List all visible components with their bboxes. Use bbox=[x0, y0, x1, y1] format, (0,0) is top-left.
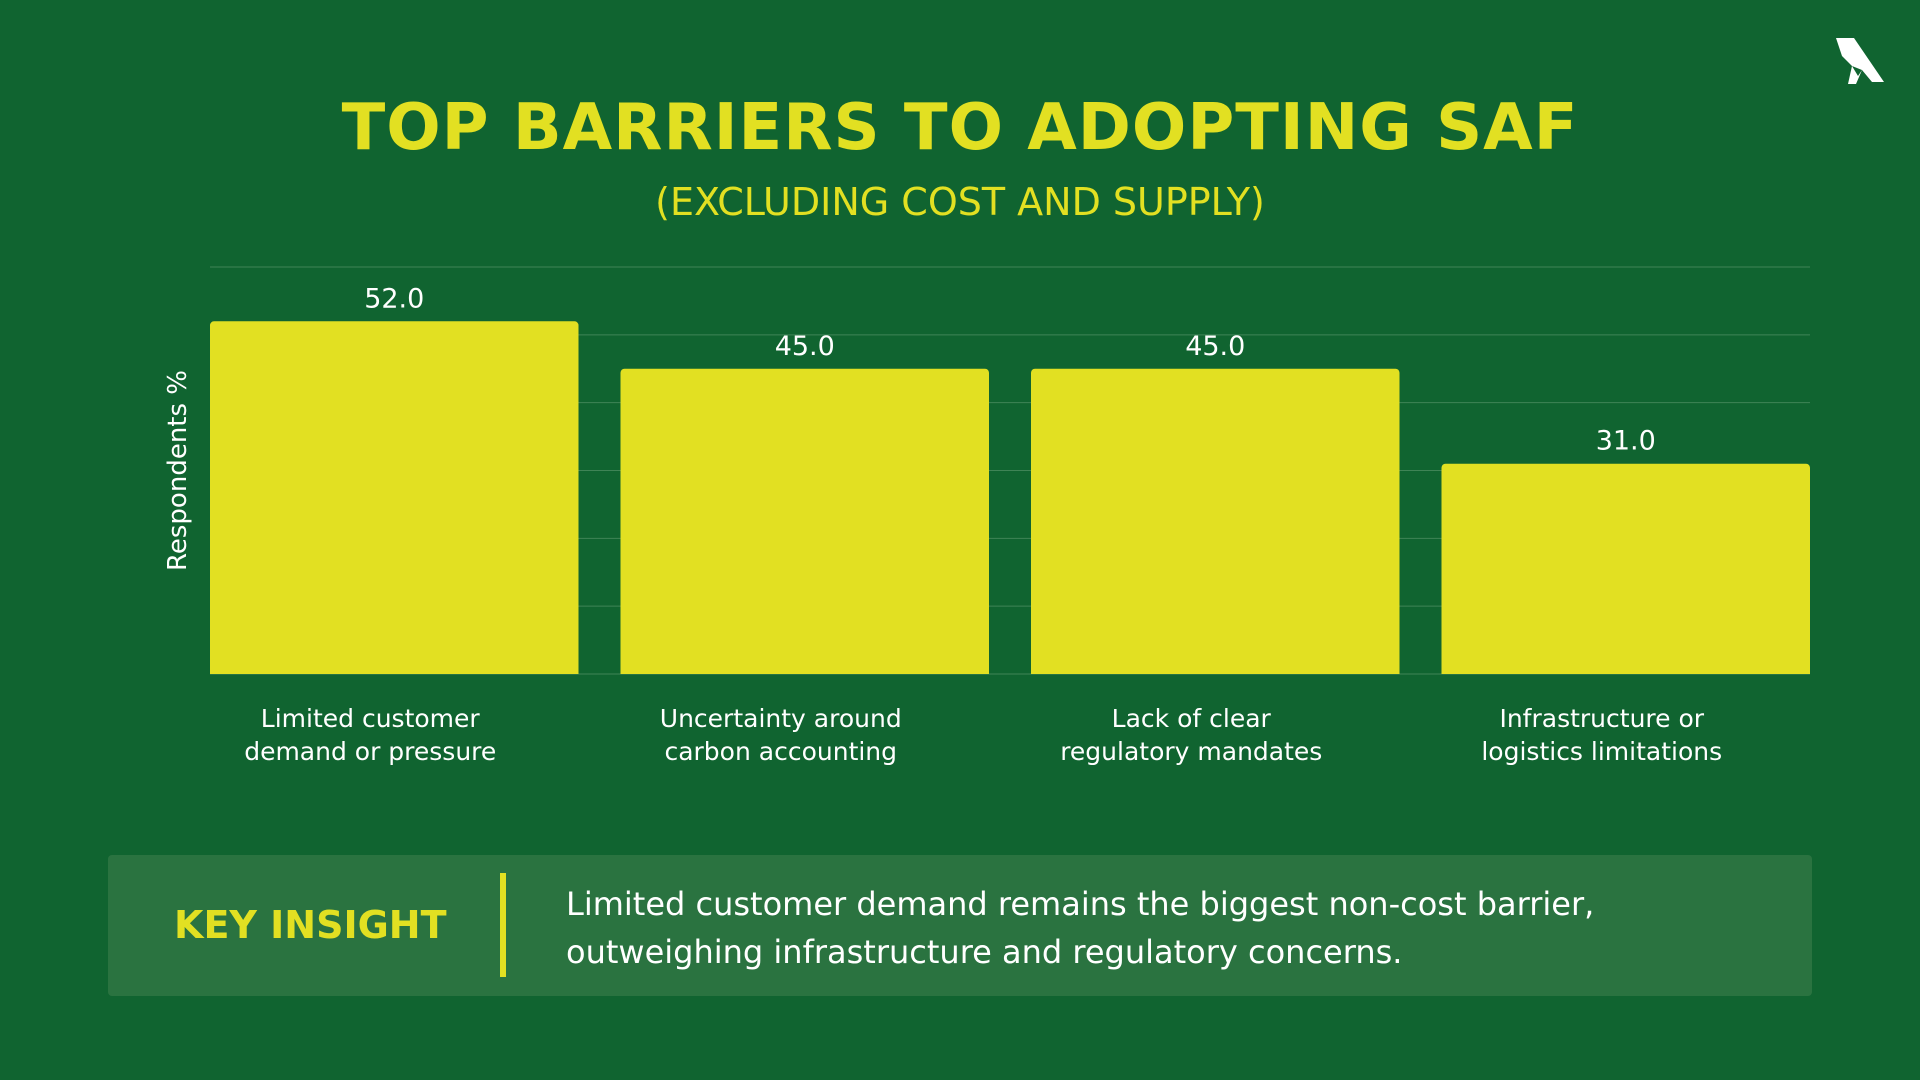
x-tick-label: Uncertainty around bbox=[660, 704, 902, 733]
insight-divider bbox=[500, 873, 506, 977]
key-insight-label: KEY INSIGHT bbox=[174, 903, 447, 947]
data-label: 45.0 bbox=[775, 331, 835, 362]
key-insight-box: KEY INSIGHT Limited customer demand rema… bbox=[108, 855, 1812, 996]
data-label: 45.0 bbox=[1185, 331, 1245, 362]
x-tick-label: Limited customer bbox=[261, 704, 481, 733]
bar-base bbox=[620, 668, 989, 674]
x-tick-label: carbon accounting bbox=[664, 737, 897, 766]
chart-subtitle: (EXCLUDING COST AND SUPPLY) bbox=[655, 180, 1265, 224]
y-axis-label: Respondents % bbox=[163, 370, 193, 571]
key-insight-text: Limited customer demand remains the bigg… bbox=[566, 880, 1766, 976]
bar-base bbox=[210, 668, 579, 674]
x-tick-label: logistics limitations bbox=[1481, 737, 1722, 766]
x-tick-label: Lack of clear bbox=[1112, 704, 1272, 733]
bar bbox=[620, 368, 989, 674]
bar-base bbox=[1031, 668, 1400, 674]
airplane-logo-icon bbox=[1836, 38, 1884, 84]
bar bbox=[1031, 368, 1400, 674]
bar bbox=[1441, 463, 1810, 674]
key-insight-text-line: Limited customer demand remains the bigg… bbox=[566, 885, 1595, 923]
bar bbox=[210, 321, 579, 674]
data-label: 52.0 bbox=[364, 283, 424, 314]
x-tick-label: Infrastructure or bbox=[1499, 704, 1704, 733]
bar-chart: Respondents % 52.0 Limited customer demand … bbox=[163, 266, 1810, 766]
key-insight-text-line: outweighing infrastructure and regulator… bbox=[566, 933, 1403, 971]
x-tick-label: demand or pressure bbox=[244, 737, 496, 766]
data-label: 31.0 bbox=[1596, 426, 1656, 457]
bar-base bbox=[1441, 668, 1810, 674]
chart-title: TOP BARRIERS TO ADOPTING SAF bbox=[341, 91, 1579, 165]
x-tick-label: regulatory mandates bbox=[1060, 737, 1322, 766]
